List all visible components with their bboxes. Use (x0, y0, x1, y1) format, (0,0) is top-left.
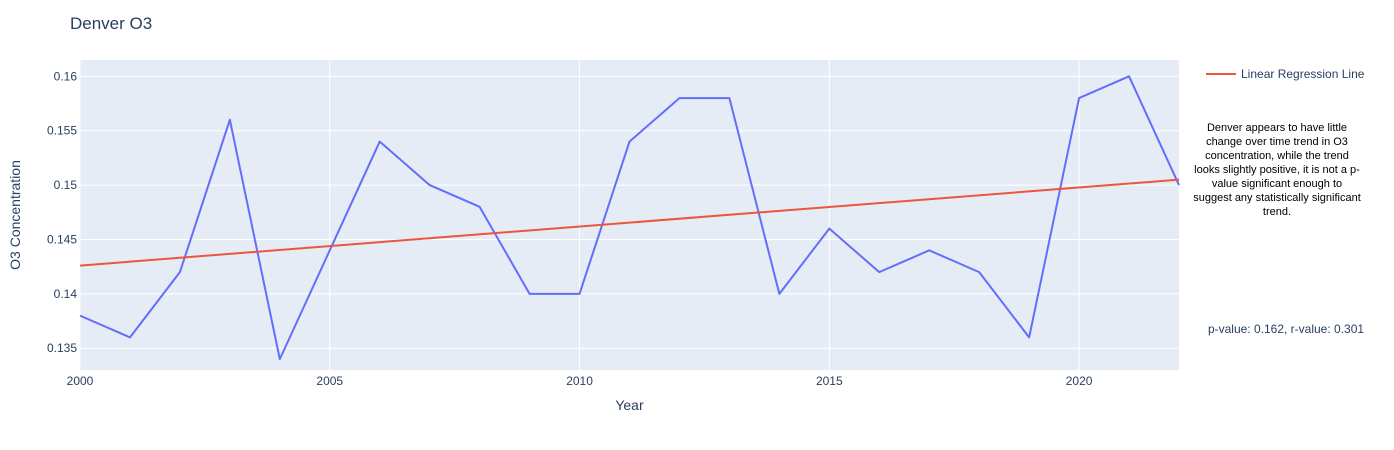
y-tick-label: 0.135 (47, 341, 77, 355)
x-axis-title: Year (615, 397, 644, 413)
legend[interactable]: Linear Regression Line (1206, 67, 1365, 81)
x-tick-label: 2005 (316, 374, 343, 388)
x-tick-label: 2015 (816, 374, 843, 388)
series-layer (79, 75, 1180, 361)
annotation-text: Denver appears to have little change ove… (1193, 122, 1361, 218)
o3-series-line (79, 75, 1180, 361)
x-tick-label: 2020 (1066, 374, 1093, 388)
y-axis-title: O3 Concentration (7, 160, 23, 270)
y-tick-label: 0.145 (47, 232, 77, 246)
y-tick-label: 0.14 (54, 287, 78, 301)
x-tick-label: 2000 (67, 374, 94, 388)
y-tick-label: 0.155 (47, 124, 77, 138)
y-tick-label: 0.15 (54, 178, 78, 192)
plot-area (80, 60, 1179, 370)
x-tick-labels: 2000 2005 2010 2015 2020 (67, 374, 1093, 388)
regression-line (79, 178, 1180, 267)
y-tick-label: 0.16 (54, 69, 78, 83)
x-tick-label: 2010 (566, 374, 593, 388)
chart-title: Denver O3 (70, 14, 152, 33)
gridlines (79, 60, 1179, 370)
y-tick-labels: 0.135 0.14 0.145 0.15 0.155 0.16 (47, 69, 77, 355)
stats-text: p-value: 0.162, r-value: 0.301 (1207, 322, 1365, 336)
legend-label-regression: Linear Regression Line (1241, 67, 1365, 81)
